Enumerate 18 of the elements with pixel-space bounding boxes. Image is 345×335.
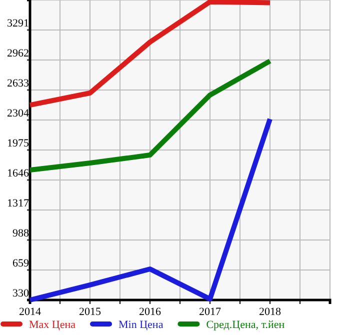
y-tick-label: 988 xyxy=(12,228,30,240)
y-tick-label: 1975 xyxy=(7,138,30,150)
y-tick-label: 2304 xyxy=(7,108,30,120)
y-tick-label: 659 xyxy=(12,258,30,270)
x-tick-label: 2018 xyxy=(259,306,282,318)
y-tick-label: 1646 xyxy=(7,168,30,180)
legend-label: Сред.Цена, т.йен xyxy=(206,319,285,331)
y-tick-label: 1317 xyxy=(7,198,30,210)
y-tick-label: 2962 xyxy=(7,48,29,60)
legend-label: Max Цена xyxy=(29,319,76,331)
y-tick-label: 3291 xyxy=(7,18,29,30)
x-tick-label: 2016 xyxy=(139,306,162,318)
y-tick-label: 2633 xyxy=(7,78,30,90)
legend-label: Min Цена xyxy=(118,319,164,331)
y-tick-label: 330 xyxy=(12,288,30,300)
x-tick-label: 2015 xyxy=(79,306,102,318)
x-tick-label: 2014 xyxy=(19,306,42,318)
x-tick-label: 2017 xyxy=(199,306,222,318)
